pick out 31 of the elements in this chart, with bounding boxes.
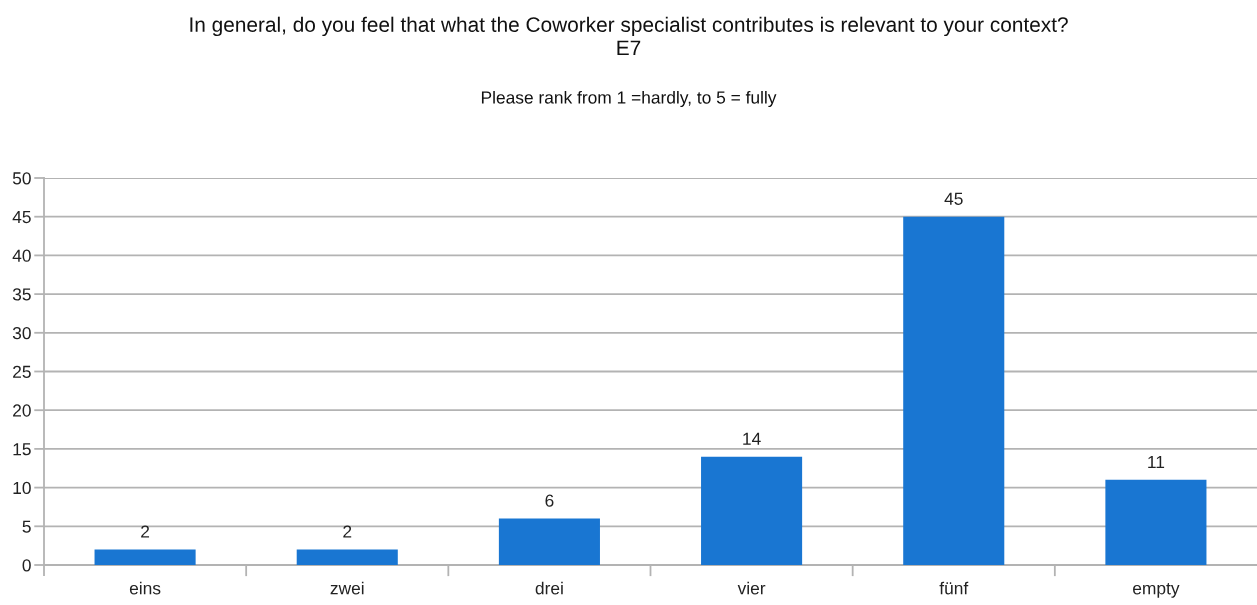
x-tick-label: eins [129,581,161,595]
y-tick-label: 45 [12,211,31,224]
bar [94,549,196,565]
x-tick-label: fünf [939,581,969,595]
y-tick-label: 10 [13,481,31,495]
bar [903,216,1005,565]
x-tick-label: drei [535,581,563,595]
bar [498,518,600,565]
y-tick-label: 0 [22,559,31,572]
y-tick-label: 30 [12,326,31,340]
x-tick-label: vier [737,581,766,595]
bar [701,456,803,565]
data-label: 2 [343,525,352,538]
x-tick-label: empty [1133,583,1180,598]
data-label: 6 [545,494,554,507]
y-tick-label: 20 [13,404,31,417]
y-tick-label: 50 [12,172,31,185]
y-tick-label: 40 [12,249,31,262]
y-tick-label: 35 [12,288,31,301]
data-label: 11 [1148,455,1165,468]
chart-subtitle: Please rank from 1 =hardly, to 5 = fully [481,90,777,108]
y-tick-label: 15 [13,443,31,456]
bar [1105,479,1207,565]
data-label: 45 [944,192,963,205]
x-tick-label: zwei [330,581,364,595]
data-label: 2 [141,525,150,538]
y-tick-label: 5 [22,520,31,533]
y-tick-label: 25 [13,365,31,378]
bar [296,549,398,565]
chart-title: In general, do you feel that what the Coworker specialist contributes is relevant to your context? E7 [190,16,1068,55]
data-label: 14 [743,432,761,445]
